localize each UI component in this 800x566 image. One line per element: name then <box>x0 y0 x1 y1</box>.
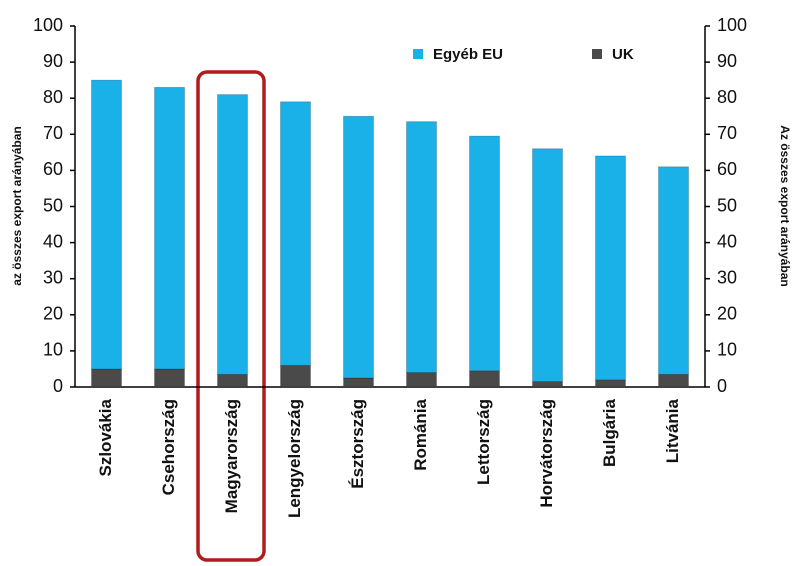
legend-swatch <box>413 49 423 59</box>
bar-segment <box>658 373 689 388</box>
bar-segment <box>658 166 689 375</box>
y2-axis-label: Az összes export arányában <box>778 125 792 286</box>
y-tick-label: 80 <box>43 87 63 107</box>
x-tick-label: Horvátország <box>537 399 556 508</box>
y-tick-label: 70 <box>43 123 63 143</box>
y2-tick-label: 0 <box>717 376 727 396</box>
y2-tick-label: 40 <box>717 231 737 251</box>
x-tick-label: Lettország <box>474 399 493 485</box>
y2-tick-label: 100 <box>717 15 747 35</box>
bar-segment <box>595 155 626 381</box>
y-tick-label: 90 <box>43 51 63 71</box>
bar-segment <box>343 377 374 388</box>
bar-segment <box>91 79 122 370</box>
bar-segment <box>343 115 374 379</box>
y-tick-label: 40 <box>43 231 63 251</box>
bar-segment <box>217 373 248 388</box>
y-axis-label: az összes export arányában <box>10 126 24 285</box>
x-tick-label: Szlovákia <box>96 398 115 476</box>
x-tick-label: Litvánia <box>663 398 682 463</box>
y-tick-label: 20 <box>43 304 63 324</box>
bar-segment <box>469 370 500 388</box>
legend-label: UK <box>612 46 634 63</box>
y2-tick-label: 20 <box>717 304 737 324</box>
bar-segment <box>217 94 248 375</box>
y-tick-label: 60 <box>43 159 63 179</box>
highlight-box <box>196 70 266 562</box>
y2-tick-label: 90 <box>717 51 737 71</box>
bar-segment <box>532 381 563 388</box>
y2-tick-label: 50 <box>717 195 737 215</box>
bar-segment <box>280 101 311 366</box>
legend-label: Egyéb EU <box>433 46 503 63</box>
y-tick-label: 30 <box>43 267 63 287</box>
x-tick-label: Észtország <box>348 399 367 489</box>
x-tick-label: Csehország <box>159 399 178 495</box>
y2-tick-label: 80 <box>717 87 737 107</box>
y-tick-label: 0 <box>53 376 63 396</box>
bar-segment <box>154 368 185 388</box>
y2-tick-label: 60 <box>717 159 737 179</box>
y-tick-label: 10 <box>43 340 63 360</box>
x-tick-label: Románia <box>411 398 430 470</box>
bar-segment <box>469 135 500 372</box>
bar-segment <box>406 121 437 373</box>
bar-segment <box>595 379 626 388</box>
y2-tick-label: 70 <box>717 123 737 143</box>
y2-tick-label: 10 <box>717 340 737 360</box>
bar-segment <box>91 368 122 388</box>
x-tick-label: Lengyelország <box>285 399 304 518</box>
legend-swatch <box>592 49 602 59</box>
x-tick-label: Magyarország <box>222 399 241 513</box>
bar-segment <box>280 364 311 388</box>
bar-segment <box>532 148 563 382</box>
y2-tick-label: 30 <box>717 267 737 287</box>
y-tick-label: 50 <box>43 195 63 215</box>
bar-segment <box>406 372 437 388</box>
bar-segment <box>154 86 185 370</box>
y-tick-label: 100 <box>33 15 63 35</box>
x-tick-label: Bulgária <box>600 398 619 467</box>
